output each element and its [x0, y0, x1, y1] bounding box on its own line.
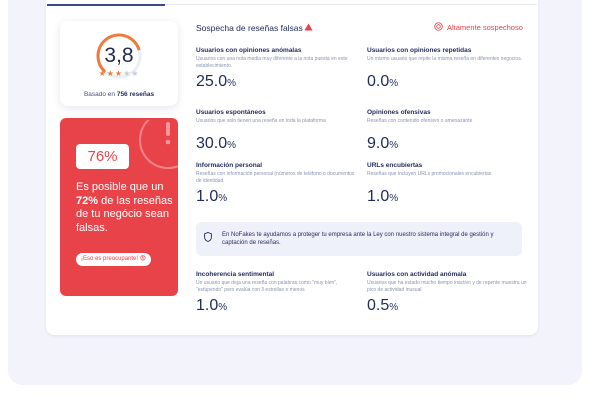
metric-unit: % — [218, 302, 228, 313]
section-title: Sospecha de reseñas falsas — [196, 23, 303, 33]
rating-card: 3,8 ★★★★★ Basado en 756 reseñas — [60, 21, 178, 106]
metric-anomalous-activity: Usuarios con actividad anómala Usuarios … — [367, 271, 527, 315]
metric-value: 1.0% — [196, 297, 356, 315]
exclamation-circle-icon — [139, 120, 178, 169]
metric-unit: % — [227, 78, 237, 89]
metric-value: 0.0% — [367, 73, 527, 91]
metric-title: Opiniones ofensivas — [367, 109, 431, 116]
star-filled-icon: ★ — [106, 69, 115, 78]
metric-unit: % — [389, 302, 399, 313]
rating-stars: ★★★★★ — [60, 69, 178, 78]
star-empty-icon: ★ — [123, 69, 132, 78]
metric-unit: % — [389, 78, 399, 89]
metric-title: Usuarios espontáneos — [196, 109, 266, 116]
alert-text-before: Es posible que un — [76, 181, 164, 193]
metric-repeated-opinions: Usuarios con opiniones repetidas Un mism… — [367, 47, 527, 91]
metric-sentiment-incoherence: Incoherencia sentimental Un usuario que … — [196, 271, 356, 315]
metric-number: 1.0 — [196, 188, 219, 205]
alert-message: Es posible que un 72% de las reseñas de … — [76, 181, 174, 235]
warning-triangle-icon — [304, 23, 313, 31]
metric-unit: % — [389, 140, 399, 151]
metric-number: 1.0 — [367, 188, 390, 205]
metric-description: Usuarios que solo tienen una reseña en t… — [196, 118, 326, 124]
metric-title: Usuarios con actividad anómala — [367, 271, 467, 278]
metric-spontaneous-users: Usuarios espontáneos Usuarios que solo t… — [196, 109, 356, 153]
metric-number: 0.0 — [367, 73, 390, 90]
based-on-count: 756 reseñas — [116, 91, 155, 98]
metric-description: Usuarios con una nota media muy diferent… — [196, 56, 348, 69]
info-banner-text: En NoFakes te ayudamos a proteger tu emp… — [222, 232, 494, 246]
based-on-prefix: Basado en — [83, 91, 117, 98]
metric-description: Un mismo usuario que repite la misma res… — [367, 56, 523, 62]
alert-text-after: de las reseñas de tu negócio sean falsas… — [76, 194, 173, 234]
worry-button[interactable]: ¡Eso es preocupante! 😨 — [76, 253, 151, 266]
metric-number: 1.0 — [196, 297, 219, 314]
metric-unit: % — [218, 193, 228, 204]
metric-number: 9.0 — [367, 135, 390, 152]
metric-offensive-opinions: Opiniones ofensivas Reseñas con contenid… — [367, 109, 527, 153]
metric-title: Usuarios con opiniones anómalas — [196, 47, 302, 54]
rating-value: 3,8 — [104, 44, 134, 67]
metric-title: Información personal — [196, 162, 263, 169]
metric-title: URLs encubiertas — [367, 162, 423, 169]
metric-number: 25.0 — [196, 73, 228, 90]
metric-value: 25.0% — [196, 73, 356, 91]
alert-text-bold: 72% — [76, 194, 99, 207]
metric-value: 0.5% — [367, 297, 527, 315]
metric-description: Usuarios que ha estado mucho tiempo inac… — [367, 280, 527, 293]
metric-personal-info: Información personal Reseñas con informa… — [196, 162, 356, 206]
metric-value: 9.0% — [367, 135, 527, 153]
star-filled-icon: ★ — [114, 69, 124, 78]
star-empty-icon: ★ — [131, 69, 140, 78]
suspicion-status: Altamente sospechoso — [447, 23, 523, 32]
based-on-label: Basado en 756 reseñas — [60, 91, 178, 98]
metric-unit: % — [389, 193, 399, 204]
metric-value: 1.0% — [196, 188, 356, 206]
star-filled-icon: ★ — [98, 69, 107, 78]
active-tab-indicator — [47, 4, 165, 6]
rating-gauge-icon — [96, 33, 142, 79]
metric-number: 0.5 — [367, 297, 390, 314]
metric-description: Un usuario que deja una reseña con palab… — [196, 280, 338, 293]
metric-unit: % — [227, 140, 237, 151]
metric-value: 1.0% — [367, 188, 527, 206]
fake-percent-badge: 76% — [76, 144, 129, 169]
metric-title: Incoherencia sentimental — [196, 271, 275, 278]
metric-value: 30.0% — [196, 135, 356, 153]
metric-description: Reseñas que incluyen URLs promocionales … — [367, 171, 492, 177]
tab-divider — [165, 4, 537, 5]
metric-anomalous-users: Usuarios con opiniones anómalas Usuarios… — [196, 47, 356, 91]
metric-hidden-urls: URLs encubiertas Reseñas que incluyen UR… — [367, 162, 527, 206]
shield-icon — [204, 232, 212, 242]
alert-circle-icon — [434, 22, 443, 31]
metric-description: Reseñas con contenido ofensivo o amenaza… — [367, 118, 473, 124]
info-banner: En NoFakes te ayudamos a proteger tu emp… — [196, 222, 522, 256]
metric-description: Reseñas con información personal (número… — [196, 171, 355, 184]
fake-percentage-card: 76% Es posible que un 72% de las reseñas… — [60, 118, 178, 296]
metric-number: 30.0 — [196, 135, 228, 152]
metric-title: Usuarios con opiniones repetidas — [367, 47, 472, 54]
